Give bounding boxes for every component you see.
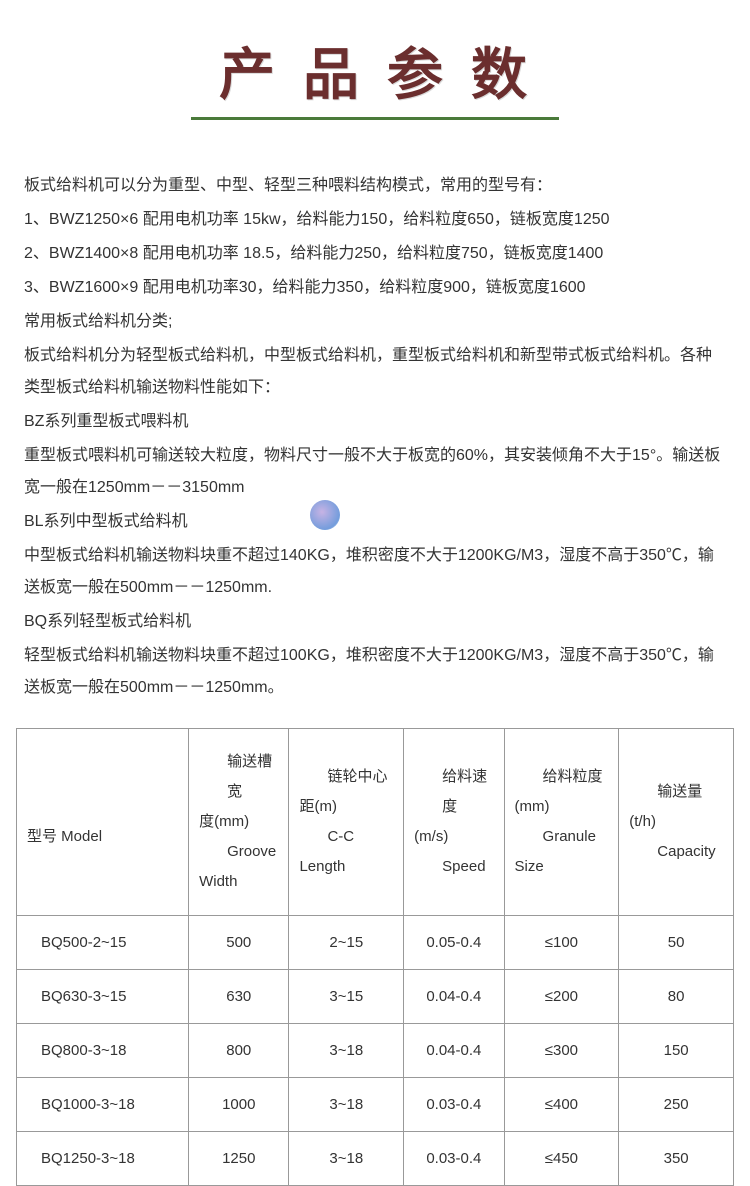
cell-cap: 80 xyxy=(619,970,734,1024)
cell-width: 630 xyxy=(189,970,289,1024)
para: 常用板式给料机分类; xyxy=(24,306,726,338)
cell-speed: 0.05-0.4 xyxy=(404,916,504,970)
para: 2、BWZ1400×8 配用电机功率 18.5，给料能力250，给料粒度750，… xyxy=(24,238,726,270)
cell-cap: 150 xyxy=(619,1024,734,1078)
page-title: 产品参数 xyxy=(191,30,559,120)
cell-model: BQ500-2~15 xyxy=(17,916,189,970)
cell-size: ≤100 xyxy=(504,916,619,970)
hdr-model: 型号 Model xyxy=(17,729,189,916)
cell-speed: 0.04-0.4 xyxy=(404,970,504,1024)
cell-speed: 0.03-0.4 xyxy=(404,1132,504,1186)
para: 轻型板式给料机输送物料块重不超过100KG，堆积密度不大于1200KG/M3，湿… xyxy=(24,640,726,704)
spec-table: 型号 Model 输送槽宽 度(mm) Groove Width 链轮中心 距(… xyxy=(16,728,734,1186)
cell-model: BQ630-3~15 xyxy=(17,970,189,1024)
cell-model: BQ1000-3~18 xyxy=(17,1078,189,1132)
cell-cc: 2~15 xyxy=(289,916,404,970)
table-row: BQ1250-3~18 1250 3~18 0.03-0.4 ≤450 350 xyxy=(17,1132,734,1186)
cell-width: 1000 xyxy=(189,1078,289,1132)
hdr-size: 给料粒度 (mm) Granule Size xyxy=(504,729,619,916)
cell-cc: 3~18 xyxy=(289,1078,404,1132)
cell-cap: 350 xyxy=(619,1132,734,1186)
table-row: BQ630-3~15 630 3~15 0.04-0.4 ≤200 80 xyxy=(17,970,734,1024)
table-row: BQ500-2~15 500 2~15 0.05-0.4 ≤100 50 xyxy=(17,916,734,970)
cell-size: ≤300 xyxy=(504,1024,619,1078)
cell-size: ≤200 xyxy=(504,970,619,1024)
para: BQ系列轻型板式给料机 xyxy=(24,606,726,638)
hdr-model-label: 型号 Model xyxy=(27,822,178,852)
hdr-cap: 输送量 (t/h) Capacity xyxy=(619,729,734,916)
para: BZ系列重型板式喂料机 xyxy=(24,406,726,438)
para: 板式给料机分为轻型板式给料机，中型板式给料机，重型板式给料机和新型带式板式给料机… xyxy=(24,340,726,404)
para: 重型板式喂料机可输送较大粒度，物料尺寸一般不大于板宽的60%，其安装倾角不大于1… xyxy=(24,440,726,504)
cell-cc: 3~18 xyxy=(289,1024,404,1078)
cell-cc: 3~18 xyxy=(289,1132,404,1186)
cell-model: BQ1250-3~18 xyxy=(17,1132,189,1186)
cell-cc: 3~15 xyxy=(289,970,404,1024)
para: 1、BWZ1250×6 配用电机功率 15kw，给料能力150，给料粒度650，… xyxy=(24,204,726,236)
body-text: 板式给料机可以分为重型、中型、轻型三种喂料结构模式，常用的型号有： 1、BWZ1… xyxy=(0,130,750,704)
cell-size: ≤450 xyxy=(504,1132,619,1186)
cell-speed: 0.03-0.4 xyxy=(404,1078,504,1132)
cell-width: 1250 xyxy=(189,1132,289,1186)
table-row: BQ1000-3~18 1000 3~18 0.03-0.4 ≤400 250 xyxy=(17,1078,734,1132)
cell-size: ≤400 xyxy=(504,1078,619,1132)
cell-model: BQ800-3~18 xyxy=(17,1024,189,1078)
cell-width: 500 xyxy=(189,916,289,970)
para: BL系列中型板式给料机 xyxy=(24,506,726,538)
hdr-groove: 输送槽宽 度(mm) Groove Width xyxy=(189,729,289,916)
cell-cap: 250 xyxy=(619,1078,734,1132)
table-header-row: 型号 Model 输送槽宽 度(mm) Groove Width 链轮中心 距(… xyxy=(17,729,734,916)
para: 3、BWZ1600×9 配用电机功率30，给料能力350，给料粒度900，链板宽… xyxy=(24,272,726,304)
cell-width: 800 xyxy=(189,1024,289,1078)
cell-speed: 0.04-0.4 xyxy=(404,1024,504,1078)
para: 板式给料机可以分为重型、中型、轻型三种喂料结构模式，常用的型号有： xyxy=(24,170,726,202)
hdr-cc: 链轮中心 距(m) C-C Length xyxy=(289,729,404,916)
table-row: BQ800-3~18 800 3~18 0.04-0.4 ≤300 150 xyxy=(17,1024,734,1078)
table-body: BQ500-2~15 500 2~15 0.05-0.4 ≤100 50 BQ6… xyxy=(17,916,734,1186)
title-section: 产品参数 xyxy=(0,0,750,130)
para: 中型板式给料机输送物料块重不超过140KG，堆积密度不大于1200KG/M3，湿… xyxy=(24,540,726,604)
hdr-speed: 给料速度 (m/s) Speed xyxy=(404,729,504,916)
cell-cap: 50 xyxy=(619,916,734,970)
